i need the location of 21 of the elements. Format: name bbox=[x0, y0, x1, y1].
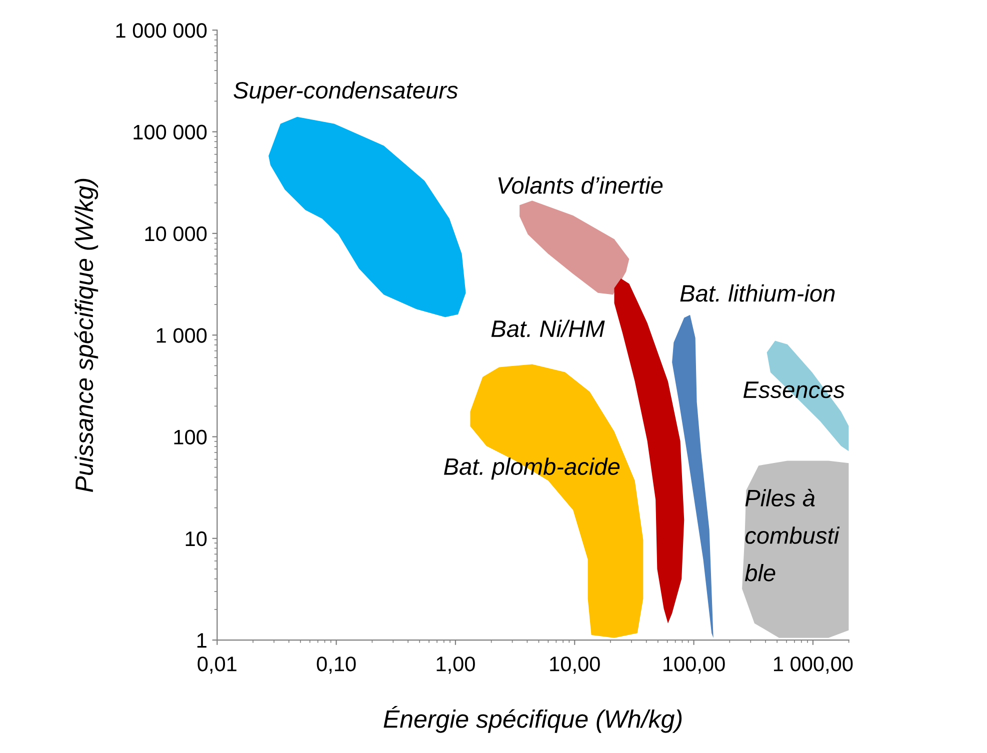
y-tick-label: 100 000 bbox=[134, 124, 207, 140]
y-tick-label: 1 000 bbox=[156, 328, 207, 343]
y-axis-title: Puissance spécifique (W/kg) bbox=[74, 178, 98, 492]
y-tick-label: 1 000 000 bbox=[116, 23, 207, 38]
series-label: Bat. Ni/HM bbox=[491, 320, 605, 338]
x-tick-label: 1 000,00 bbox=[774, 656, 853, 674]
series-label: Piles à combusti ble bbox=[744, 488, 840, 582]
y-tick-label: 10 000 bbox=[145, 226, 207, 242]
x-tick-label: 10,00 bbox=[550, 656, 600, 674]
y-tick-label: 1 bbox=[197, 633, 206, 648]
y-tick-label: 10 bbox=[186, 531, 207, 546]
x-tick-label: 100,00 bbox=[664, 656, 725, 674]
series-label: Super-condensateurs bbox=[234, 81, 458, 104]
x-tick-label: 1,00 bbox=[436, 656, 475, 674]
y-tick-label: 100 bbox=[174, 430, 207, 444]
series-label: Bat. lithium-ion bbox=[680, 284, 835, 302]
x-tick-label: 0,01 bbox=[198, 656, 236, 674]
x-axis-title: Énergie spécifique (Wh/kg) bbox=[384, 706, 682, 733]
x-tick-label: 0,10 bbox=[316, 656, 356, 674]
series-label: Essences bbox=[743, 382, 845, 398]
series-label: Volants d’inertie bbox=[498, 176, 663, 194]
